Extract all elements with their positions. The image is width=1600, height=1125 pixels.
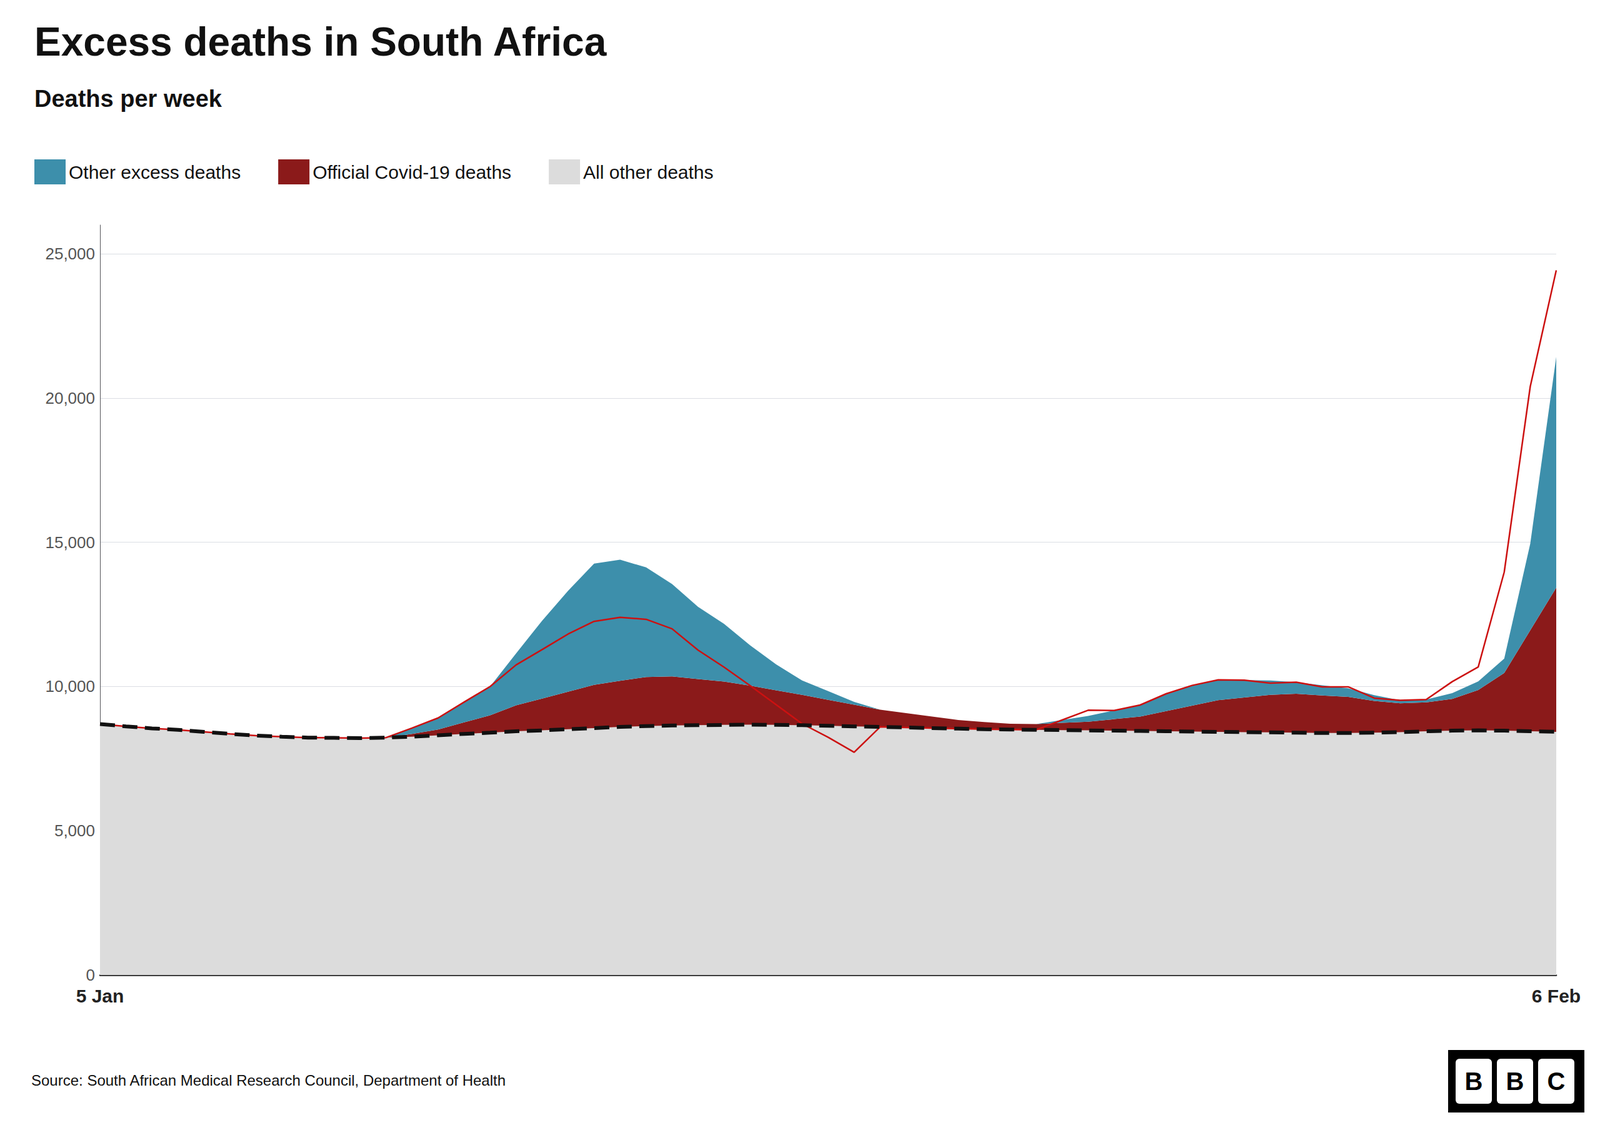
svg-text:5,000: 5,000 (54, 821, 95, 840)
svg-text:15,000: 15,000 (45, 533, 95, 552)
svg-text:All other deaths: All other deaths (583, 161, 714, 183)
svg-text:6 Feb: 6 Feb (1531, 985, 1581, 1007)
svg-text:5 Jan: 5 Jan (76, 985, 125, 1007)
svg-text:B: B (1506, 1067, 1525, 1095)
svg-text:Source: South African Medical: Source: South African Medical Research C… (31, 1071, 506, 1089)
svg-text:25,000: 25,000 (45, 244, 95, 264)
svg-text:10,000: 10,000 (45, 676, 95, 696)
svg-text:Excess deaths in South Africa: Excess deaths in South Africa (34, 19, 607, 65)
svg-text:Other excess deaths: Other excess deaths (68, 161, 241, 183)
svg-text:Deaths per week: Deaths per week (34, 85, 223, 112)
svg-text:Official Covid-19 deaths: Official Covid-19 deaths (312, 161, 512, 183)
svg-text:0: 0 (86, 965, 95, 985)
svg-text:B: B (1465, 1067, 1484, 1095)
svg-text:C: C (1547, 1067, 1566, 1095)
svg-text:20,000: 20,000 (45, 388, 95, 408)
